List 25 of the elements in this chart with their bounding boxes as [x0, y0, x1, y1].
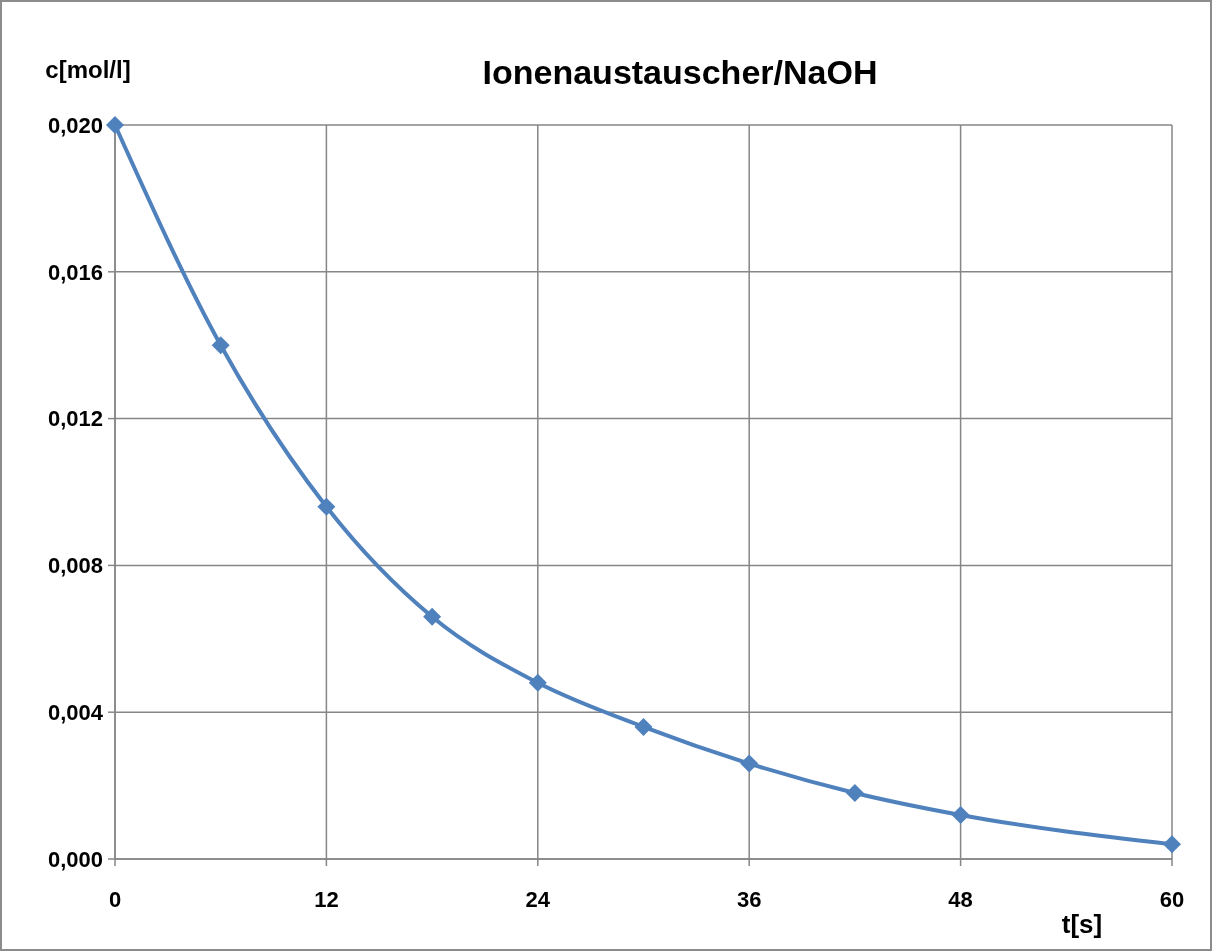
point	[317, 497, 336, 516]
point	[845, 783, 864, 802]
x-axis-title: t[s]	[1061, 909, 1103, 939]
y-tick-label: 0,008	[47, 553, 103, 579]
point	[951, 805, 970, 824]
point	[740, 754, 759, 773]
x-tick-label: 36	[736, 887, 762, 912]
x-tick-label: 24	[525, 887, 551, 912]
x-tick-label: 0	[108, 887, 122, 912]
point	[1163, 835, 1181, 854]
y-tick-label: 0,020	[47, 112, 103, 138]
point	[528, 673, 547, 692]
x-tick-label: 12	[314, 887, 339, 912]
y-axis-title: c[mol/l]	[45, 56, 131, 83]
chart-title: Ionenaustauscher/NaOH	[482, 53, 878, 91]
y-tick-label: 0,004	[47, 699, 104, 725]
y-tick-label: 0,012	[47, 406, 103, 432]
y-tick-label: 0,016	[47, 259, 103, 285]
y-tick-label: 0,000	[47, 846, 103, 872]
point	[423, 607, 442, 626]
point	[106, 116, 124, 134]
point	[211, 336, 230, 355]
x-tick-label: 48	[948, 887, 973, 912]
x-tick-label: 60	[1159, 887, 1185, 912]
point	[634, 717, 653, 736]
